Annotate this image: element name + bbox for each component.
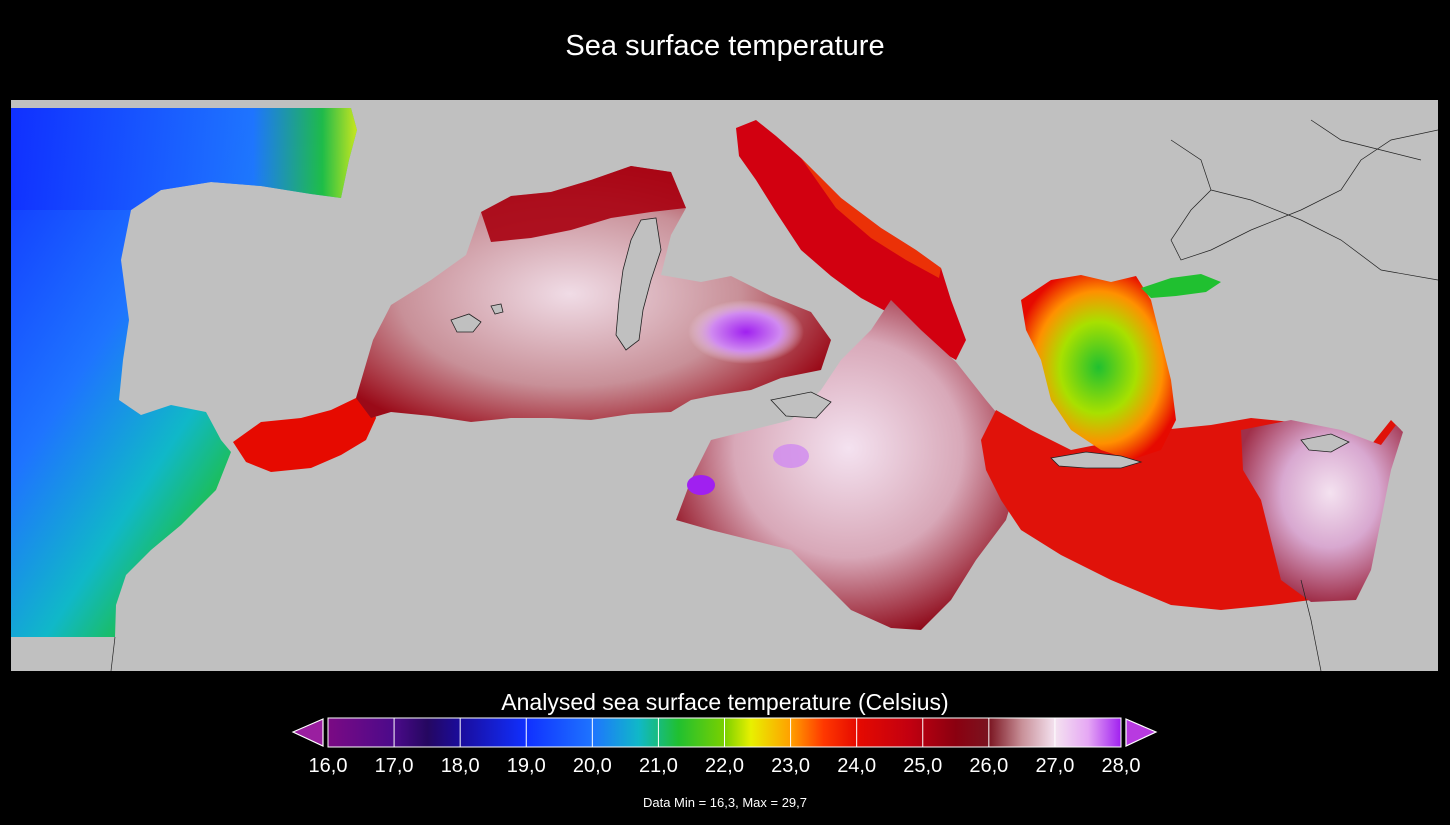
colorbar-tick-marks	[327, 718, 1122, 747]
colorbar-tick-label: 16,0	[308, 755, 348, 777]
colorbar-tick-label: 27,0	[1035, 755, 1075, 777]
sicily	[770, 391, 832, 419]
alboran-sea	[233, 398, 376, 472]
adriatic-east-coast-warm	[801, 158, 941, 278]
tyrrhenian-violet-core	[688, 300, 804, 364]
biscay-warm-band	[11, 108, 357, 210]
colorbar-tick-label: 18,0	[440, 755, 480, 777]
corsica-sardinia	[615, 217, 662, 351]
sst-map	[11, 100, 1438, 671]
colorbar-tick-label: 26,0	[969, 755, 1009, 777]
balearic-islands	[450, 303, 504, 333]
colorbar-title: Analysed sea surface temperature (Celsiu…	[501, 689, 949, 715]
colorbar-tick-label: 20,0	[572, 755, 612, 777]
colorbar-tick-label: 19,0	[506, 755, 546, 777]
colorbar-extend-high	[1125, 718, 1158, 747]
crete	[1050, 451, 1143, 469]
colorbar-tick-labels: 16,0 17,0 18,0 19,0 20,0 21,0 22,0 23,0 24,0 25,0…	[0, 754, 1450, 780]
aegean-sea	[1021, 275, 1176, 460]
colorbar	[291, 717, 1158, 748]
sst-map-svg	[11, 108, 1438, 671]
country-borders	[110, 119, 1438, 671]
colorbar-tick-label: 17,0	[374, 755, 414, 777]
cyprus	[1300, 433, 1350, 453]
central-med	[676, 300, 1021, 630]
colorbar-tick-label: 23,0	[771, 755, 811, 777]
gulf-of-lion	[481, 166, 686, 242]
data-min-max-note: Data Min = 16,3, Max = 29,7	[642, 795, 808, 810]
gulf-of-gabes-violet	[687, 475, 715, 495]
atlantic-biscay-water	[11, 108, 357, 637]
colorbar-tick-label: 25,0	[903, 755, 943, 777]
colorbar-tick-label: 22,0	[705, 755, 744, 777]
levantine-pink-east	[1241, 420, 1403, 602]
colorbar-extend-low	[291, 718, 324, 747]
ionian-violet-patch	[773, 444, 809, 468]
sea-of-marmara	[1141, 274, 1221, 298]
colorbar-tick-label: 28,0	[1101, 755, 1141, 777]
colorbar-tick-label: 21,0	[638, 755, 678, 777]
map-title: Sea surface temperature	[565, 30, 885, 62]
adriatic-sea	[736, 120, 966, 360]
colorbar-tick-label: 24,0	[837, 755, 877, 777]
